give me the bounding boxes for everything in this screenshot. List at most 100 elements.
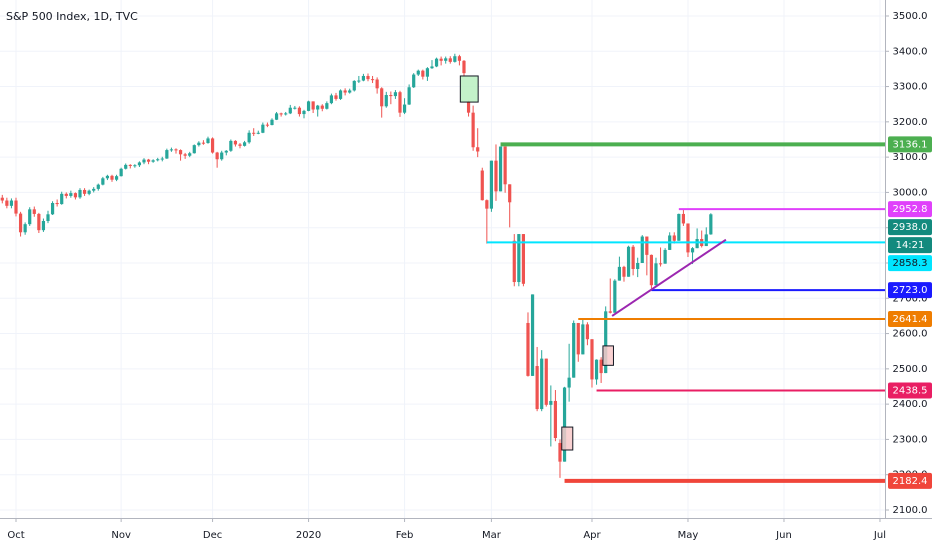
candle-body: [480, 170, 484, 201]
candle-body: [425, 68, 430, 77]
candle-body: [55, 203, 59, 205]
price-label-bg: [888, 382, 932, 399]
candle-body: [704, 234, 708, 247]
candle-body: [156, 159, 160, 161]
candle-body: [402, 104, 407, 113]
candle-body: [192, 145, 196, 154]
candle-body: [73, 193, 78, 198]
price-label-bg: [888, 282, 932, 299]
y-tick-label: 3500.0: [893, 11, 928, 22]
candle-body: [389, 95, 393, 97]
candle-body: [572, 322, 576, 378]
y-tick-label: 2600.0: [893, 329, 928, 340]
x-tick-label: Nov: [111, 530, 131, 541]
candle-body: [142, 159, 146, 163]
candle-body: [453, 56, 457, 62]
candle-body: [521, 234, 526, 284]
x-tick-label: Feb: [396, 530, 414, 541]
candle-body: [247, 132, 251, 143]
trendline: [611, 238, 727, 317]
candle-body: [512, 240, 516, 283]
candle-body: [604, 311, 608, 374]
candle-body: [137, 162, 142, 166]
candle-body: [599, 359, 603, 374]
candle-body: [695, 238, 699, 249]
price-label-bg: [888, 255, 932, 272]
candle-body: [398, 92, 402, 113]
candle-body: [174, 149, 178, 151]
x-tick-label: May: [678, 530, 699, 541]
candle-body: [206, 138, 210, 144]
candle-body: [352, 80, 356, 91]
candle-body: [357, 80, 361, 82]
y-tick-label: 2400.0: [893, 399, 928, 410]
grid: [0, 0, 885, 518]
candle-body: [636, 262, 640, 269]
candle-body: [375, 79, 379, 89]
axes: 2100.02200.02300.02400.02500.02600.02700…: [7, 11, 932, 541]
box-annotation: [602, 345, 614, 366]
y-tick-label: 3100.0: [893, 152, 928, 163]
chart-title: S&P 500 Index, 1D, TVC: [6, 10, 138, 23]
candle-body: [462, 60, 466, 74]
candle-body: [384, 95, 388, 107]
candle-body: [553, 400, 558, 439]
candle-body: [663, 249, 667, 264]
candle-body: [28, 209, 32, 225]
candle-body: [626, 246, 631, 277]
candle-body: [530, 294, 535, 376]
candle-body: [517, 234, 521, 283]
candle-body: [476, 147, 480, 152]
candle-body: [270, 119, 274, 126]
candle-body: [540, 358, 544, 410]
candle-body: [242, 142, 247, 146]
y-tick-label: 2500.0: [893, 364, 928, 375]
price-label: 2641.4: [893, 314, 928, 325]
candle-body: [210, 138, 215, 153]
price-label-bg: [888, 310, 932, 327]
candle-body: [233, 140, 238, 145]
price-label: 2438.5: [893, 386, 928, 397]
candle-body: [279, 113, 283, 115]
candle-body: [457, 56, 462, 61]
plot: [0, 53, 885, 483]
y-tick-label: 3300.0: [893, 82, 928, 93]
candle-body: [608, 311, 612, 313]
candle-body: [690, 248, 695, 253]
candle-body: [366, 75, 370, 80]
candle-body: [535, 366, 539, 410]
candle-body: [412, 74, 416, 88]
candle-body: [325, 103, 329, 109]
candle-body: [311, 101, 315, 110]
candle-body: [348, 90, 352, 93]
candle-body: [329, 95, 334, 104]
candle-body: [640, 236, 644, 263]
candle-body: [672, 235, 676, 241]
candle-body: [60, 193, 64, 205]
candle-body: [160, 158, 164, 160]
countdown-bg: [888, 237, 932, 254]
candle-body: [316, 105, 320, 110]
price-label-bg: [888, 136, 932, 153]
candle-body: [334, 95, 338, 99]
candle-body: [220, 152, 224, 160]
price-label: 2182.4: [893, 476, 928, 487]
candle-body: [82, 189, 87, 194]
candle-body: [105, 175, 110, 179]
x-tick-label: Dec: [203, 530, 222, 541]
candle-body: [466, 101, 471, 113]
candle-body: [681, 213, 686, 224]
candle-body: [92, 188, 96, 191]
candle-body: [18, 213, 23, 233]
price-label-bg: [888, 219, 932, 236]
y-tick-label: 3200.0: [893, 117, 928, 128]
candle-body: [78, 189, 82, 198]
y-tick-label: 3400.0: [893, 46, 928, 57]
box-annotation: [561, 426, 574, 451]
candle-body: [654, 263, 658, 286]
candle-body: [297, 107, 302, 115]
candle-body: [649, 254, 654, 286]
candle-body: [128, 164, 132, 166]
candle-body: [485, 200, 489, 209]
